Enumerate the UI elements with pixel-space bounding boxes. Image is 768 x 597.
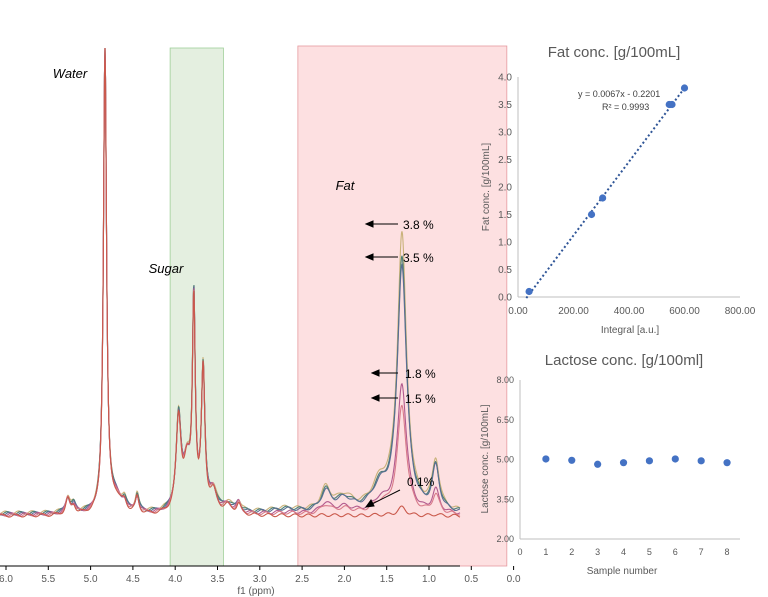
fat-y-tick-label: 2.5 — [498, 155, 512, 166]
peak-label-arrows — [364, 220, 401, 508]
lactose-data-point — [619, 459, 628, 467]
nmr-x-ticks: 6.0 5.5 5.0 4.5 4.0 3.5 3.0 2.5 2.0 1.5 1.0 0.5 0.0 — [0, 566, 521, 585]
sugar-annotation: Sugar — [149, 261, 184, 276]
water-annotation: Water — [53, 66, 88, 81]
lactose-x-tick-label: 1 — [543, 547, 548, 557]
nmr-x-tick-label: 1.0 — [422, 574, 436, 585]
lactose-data-point — [723, 459, 731, 467]
lactose-y-tick-label: 3.50 — [496, 494, 514, 504]
lactose-y-axis-title: Lactose conc. [g/100mL] — [480, 404, 491, 513]
lactose-x-tick-label: 7 — [699, 547, 704, 557]
lactose-chart-title: Lactose conc. [g/100ml] — [545, 352, 703, 369]
fat-chart-title: Fat conc. [g/100mL] — [548, 44, 681, 61]
lactose-x-tick-label: 2 — [569, 547, 574, 557]
lactose-x-tick-label: 6 — [673, 547, 678, 557]
fat-data-point — [525, 287, 533, 296]
nmr-x-tick-label: 0.5 — [464, 574, 478, 585]
lactose-x-tick-label: 8 — [725, 547, 730, 557]
lactose-chart-points — [542, 455, 731, 468]
lactose-data-point — [568, 456, 576, 464]
sugar-region — [169, 47, 224, 567]
fat-chart-axes: 0.0 0.5 1.0 1.5 2.0 2.5 3.0 3.5 4.0 0.00 200.00 400… — [498, 73, 756, 318]
lactose-y-tick-label: 6.50 — [496, 415, 514, 425]
fat-x-tick-label: 0.00 — [508, 306, 528, 317]
lactose-data-point — [645, 457, 654, 465]
fat-data-point — [680, 84, 689, 92]
fat-y-axis-title: Fat conc. [g/100mL] — [481, 143, 492, 232]
peak-label-1-5: 1.5 % — [405, 392, 436, 406]
fat-conc-chart: Fat conc. [g/100mL] 0.0 0.5 1.0 1.5 2.0 2.5 3.… — [481, 44, 756, 336]
lactose-data-point — [542, 455, 550, 463]
nmr-x-tick-label: 3.0 — [253, 574, 267, 585]
fat-x-tick-label: 400.00 — [614, 306, 645, 317]
lactose-conc-chart: Lactose conc. [g/100ml] 2.00 3.50 5.00 6.50… — [480, 352, 740, 577]
fat-trendline — [525, 87, 686, 299]
lactose-x-tick-label: 5 — [647, 547, 652, 557]
fat-x-tick-label: 800.00 — [725, 306, 756, 317]
nmr-x-tick-label: 5.0 — [84, 574, 98, 585]
fat-y-tick-label: 1.0 — [498, 238, 512, 249]
nmr-x-tick-label: 1.5 — [380, 574, 394, 585]
lactose-x-tick-label: 3 — [595, 547, 600, 557]
fat-r-squared: R² = 0.9993 — [602, 102, 649, 112]
fat-region — [297, 45, 508, 567]
fat-x-tick-label: 200.00 — [558, 306, 589, 317]
nmr-x-tick-label: 2.5 — [295, 574, 309, 585]
fat-y-tick-label: 1.5 — [498, 210, 512, 221]
fat-data-point — [587, 210, 596, 219]
lactose-y-tick-label: 5.00 — [496, 455, 514, 465]
nmr-x-tick-label: 3.5 — [211, 574, 225, 585]
peak-label-1-8: 1.8 % — [405, 367, 436, 381]
fat-annotation: Fat — [336, 178, 356, 193]
lactose-y-tick-label: 8.00 — [496, 375, 514, 385]
fat-x-tick-label: 600.00 — [669, 306, 700, 317]
nmr-spectrum-lines — [0, 47, 461, 518]
lactose-x-tick-label: 4 — [621, 547, 626, 557]
fat-y-tick-label: 0.5 — [498, 265, 512, 276]
fat-y-tick-label: 3.0 — [498, 128, 512, 139]
nmr-spectrum-chart: 6.0 5.5 5.0 4.5 4.0 3.5 3.0 2.5 2.0 1.5 1.0 0.5 0.0 … — [0, 45, 521, 597]
fat-y-tick-label: 3.5 — [498, 100, 512, 111]
peak-label-3-8: 3.8 % — [403, 218, 434, 232]
fat-data-point — [599, 194, 607, 202]
lactose-x-tick-label: 0 — [517, 547, 522, 557]
nmr-x-tick-label: 5.5 — [41, 574, 55, 585]
fat-regression-equation: y = 0.0067x - 0.2201 — [578, 89, 660, 99]
nmr-x-tick-label: 6.0 — [0, 574, 13, 585]
nmr-x-tick-label: 0.0 — [507, 574, 521, 585]
nmr-x-tick-label: 4.0 — [168, 574, 182, 585]
peak-label-3-5: 3.5 % — [403, 251, 434, 265]
fat-y-tick-label: 4.0 — [498, 73, 512, 84]
lactose-chart-axes: 2.00 3.50 5.00 6.50 8.00 0 1 2 3 4 5 6 7 8 — [496, 375, 740, 557]
fat-data-point — [668, 100, 676, 109]
lactose-data-point — [594, 460, 602, 468]
lactose-data-point — [671, 455, 679, 463]
peak-label-0-1: 0.1% — [407, 475, 435, 489]
fat-y-tick-label: 2.0 — [498, 183, 512, 194]
fat-y-tick-label: 0.0 — [498, 293, 512, 304]
lactose-y-tick-label: 2.00 — [496, 534, 514, 544]
lactose-data-point — [697, 457, 705, 465]
nmr-x-tick-label: 4.5 — [126, 574, 140, 585]
nmr-x-axis-title: f1 (ppm) — [237, 586, 274, 597]
nmr-spectrum-line — [0, 47, 461, 518]
lactose-x-axis-title: Sample number — [587, 566, 658, 577]
fat-chart-points — [525, 84, 689, 296]
nmr-x-tick-label: 2.0 — [337, 574, 351, 585]
fat-x-axis-title: Integral [a.u.] — [601, 325, 660, 336]
